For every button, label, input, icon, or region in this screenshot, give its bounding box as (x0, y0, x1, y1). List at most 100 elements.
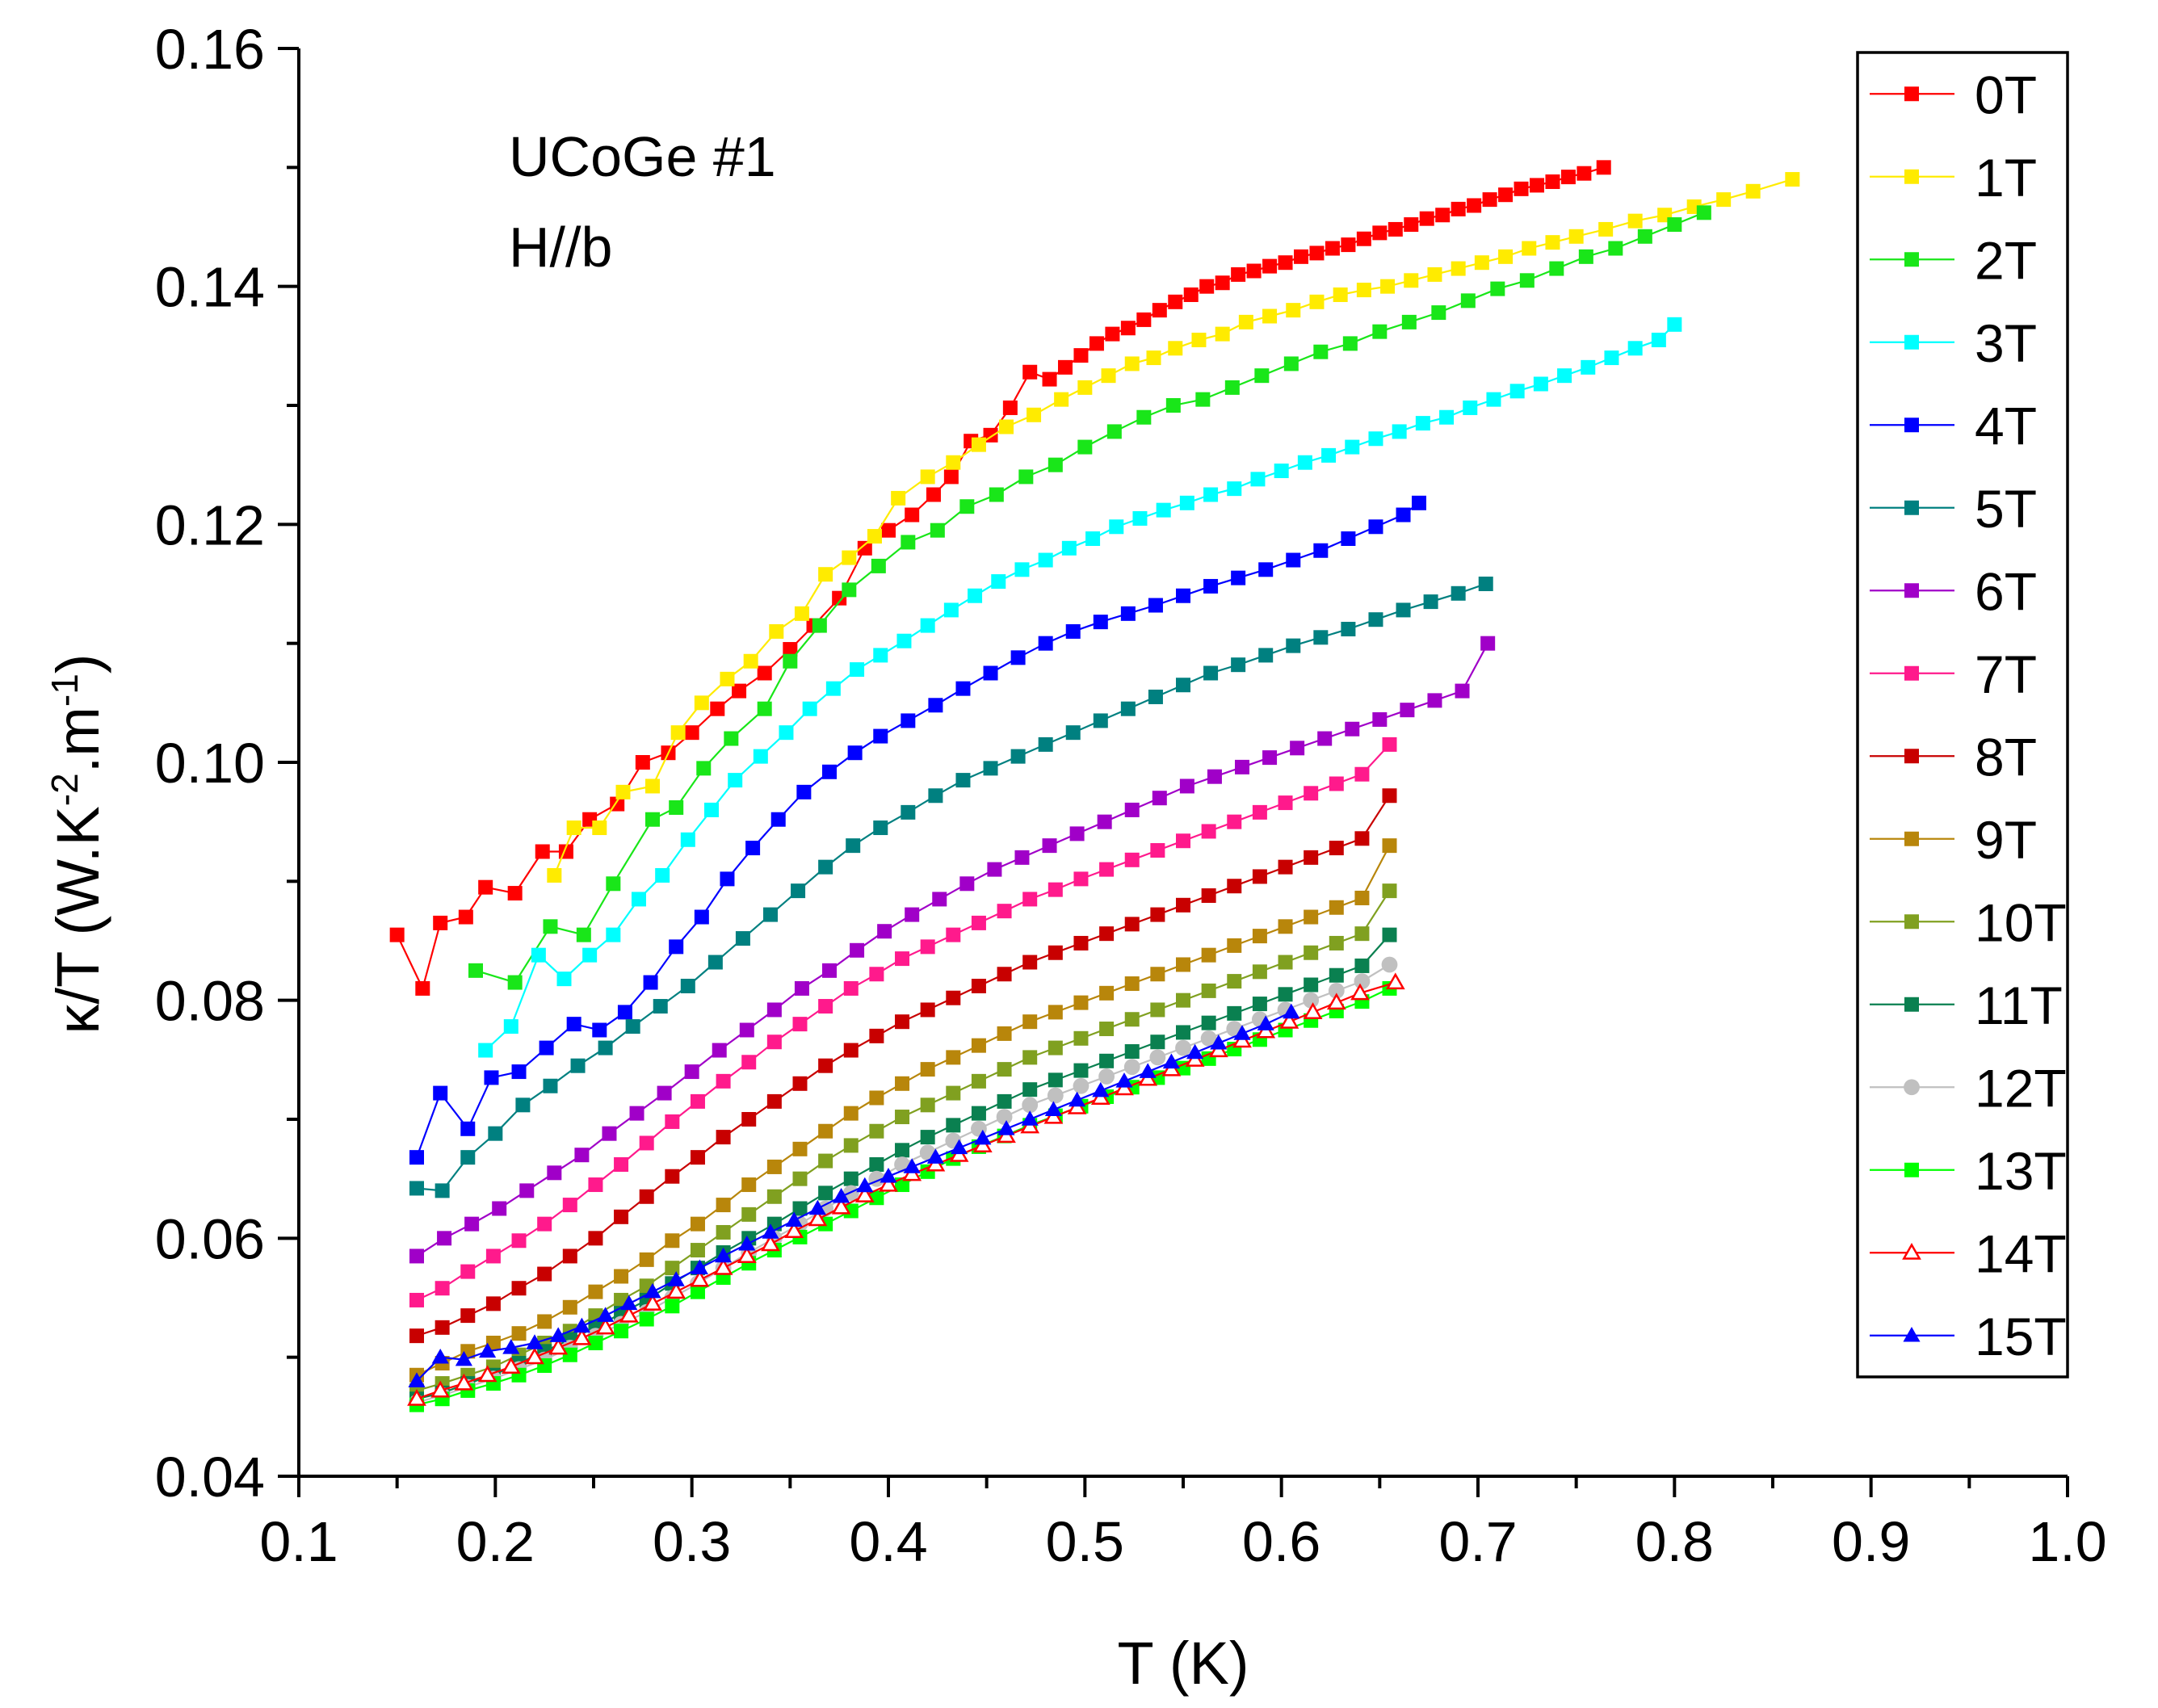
y-tick-label: 0.14 (155, 256, 265, 319)
data-point (1329, 841, 1344, 856)
data-point (1313, 344, 1329, 359)
data-point (503, 1019, 519, 1034)
series-4T (409, 495, 1426, 1165)
data-point (946, 1118, 961, 1133)
legend-label: 15T (1975, 1307, 2067, 1366)
legend-label: 3T (1975, 313, 2037, 373)
data-point (1077, 439, 1093, 455)
data-point (1073, 935, 1089, 951)
data-point (1431, 305, 1446, 321)
data-point (635, 755, 650, 770)
legend-item: 5T (1870, 479, 2037, 539)
data-point (1148, 689, 1163, 704)
data-point (407, 1388, 426, 1406)
data-point (631, 892, 646, 907)
data-point (1598, 221, 1614, 237)
legend-label: 12T (1975, 1058, 2067, 1118)
data-point (666, 1282, 686, 1299)
data-point (1231, 570, 1246, 585)
data-point (1455, 683, 1470, 699)
data-point (1372, 225, 1388, 241)
data-point (1290, 741, 1305, 756)
legend-marker (1904, 914, 1919, 930)
x-tick-label: 0.9 (1832, 1510, 1910, 1573)
data-point (822, 764, 837, 779)
data-point (1048, 1072, 1063, 1088)
data-point (556, 972, 572, 987)
data-point (856, 1177, 874, 1193)
data-point (951, 1139, 968, 1155)
data-point (582, 947, 598, 963)
data-point (576, 927, 591, 942)
data-point (1372, 324, 1388, 339)
data-point (602, 1126, 617, 1141)
data-point (808, 1209, 828, 1227)
data-point (1120, 321, 1136, 336)
data-point (643, 1294, 662, 1311)
data-point (1168, 294, 1183, 309)
data-point (1176, 678, 1190, 693)
data-point (1345, 721, 1360, 736)
data-point (741, 1112, 757, 1127)
data-point (818, 567, 833, 582)
data-point (1578, 249, 1593, 264)
legend-item: 1T (1870, 148, 2037, 208)
data-point (1168, 341, 1183, 356)
data-point (478, 1043, 493, 1058)
data-point (818, 999, 833, 1014)
data-point (1176, 897, 1190, 913)
data-point (606, 876, 621, 892)
data-point (1199, 279, 1215, 294)
data-point (1667, 217, 1682, 233)
data-point (1667, 317, 1682, 332)
legend-label: 9T (1975, 810, 2037, 870)
data-point (895, 1014, 910, 1030)
data-point (415, 980, 430, 996)
data-point (1038, 636, 1053, 651)
data-point (1065, 623, 1081, 639)
data-point (588, 1177, 603, 1193)
data-point (971, 1038, 986, 1053)
data-point (1577, 166, 1592, 181)
data-point (1156, 502, 1171, 518)
data-point (1250, 472, 1266, 487)
data-point (1328, 982, 1345, 999)
data-point (707, 955, 723, 970)
data-point (1286, 638, 1301, 653)
data-point (842, 550, 857, 565)
data-point (1381, 956, 1398, 973)
data-point (669, 939, 684, 955)
data-point (791, 883, 806, 899)
data-point (1099, 1022, 1115, 1037)
data-point (1200, 1030, 1217, 1047)
y-axis-title-sup2: -1 (44, 674, 86, 707)
data-point (905, 507, 920, 522)
data-point (1278, 255, 1293, 271)
data-point (1002, 400, 1018, 415)
data-point (1014, 850, 1030, 865)
data-point (665, 1114, 680, 1129)
legend-label: 5T (1975, 479, 2037, 539)
x-tick-label: 1.0 (2028, 1510, 2106, 1573)
data-point (895, 1143, 910, 1158)
data-point (1176, 588, 1190, 603)
data-point (537, 1266, 552, 1282)
data-point (757, 665, 772, 681)
data-point (1073, 871, 1089, 887)
data-point (1048, 1040, 1063, 1055)
data-point (1061, 540, 1077, 556)
data-point (435, 1183, 450, 1198)
data-point (1097, 814, 1112, 829)
data-point (1480, 636, 1496, 651)
x-tick-label: 0.6 (1242, 1510, 1320, 1573)
data-point (1545, 174, 1560, 190)
data-point (1231, 266, 1246, 282)
y-axis-title-suffix: ) (44, 654, 111, 674)
series-3T (478, 317, 1682, 1058)
data-point (1560, 170, 1576, 185)
data-point (431, 1348, 449, 1364)
data-point (1382, 838, 1397, 854)
data-point (1258, 562, 1274, 577)
data-point (926, 1148, 944, 1164)
data-point (1435, 208, 1451, 223)
